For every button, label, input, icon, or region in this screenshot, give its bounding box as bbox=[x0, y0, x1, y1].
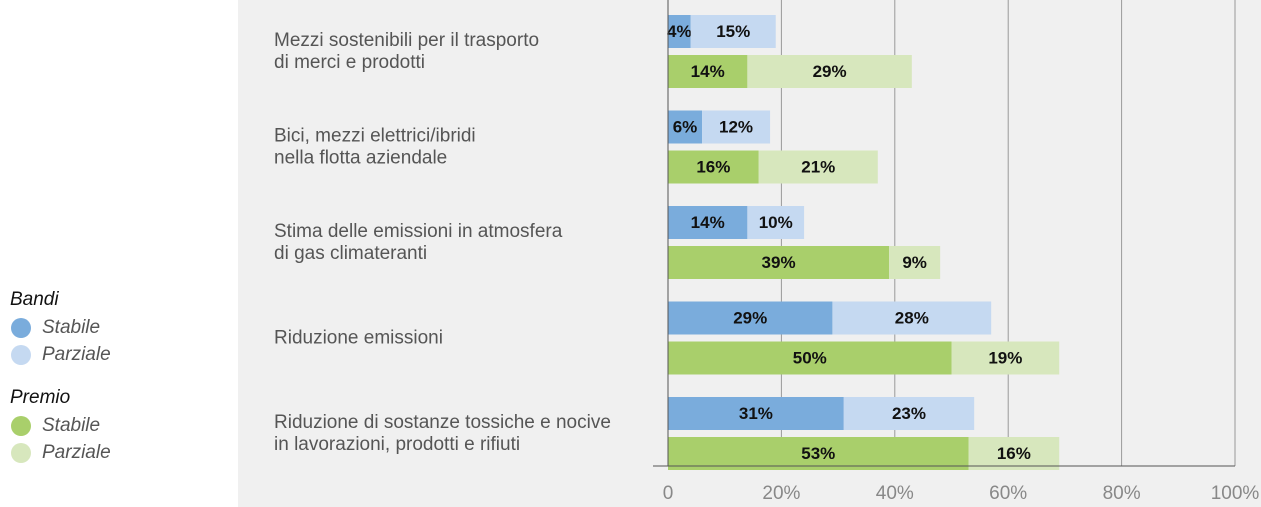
x-tick-label: 100% bbox=[1211, 483, 1260, 504]
bar bbox=[843, 397, 975, 430]
x-tick-label: 60% bbox=[989, 483, 1027, 504]
value-label: 14% bbox=[691, 62, 725, 81]
value-label: 21% bbox=[801, 157, 835, 176]
category-label: di gas climateranti bbox=[274, 243, 427, 264]
x-tick-label: 20% bbox=[762, 483, 800, 504]
category-label: in lavorazioni, prodotti e rifiuti bbox=[274, 434, 520, 455]
value-label: 6% bbox=[673, 117, 698, 136]
bar bbox=[702, 110, 771, 144]
value-label: 9% bbox=[902, 253, 927, 272]
value-label: 19% bbox=[988, 348, 1022, 367]
x-tick-label: 0 bbox=[663, 483, 674, 504]
bar bbox=[690, 15, 776, 48]
bar bbox=[668, 246, 890, 279]
value-label: 15% bbox=[716, 22, 750, 41]
bar bbox=[758, 150, 878, 184]
bar bbox=[668, 301, 833, 335]
value-label: 10% bbox=[759, 213, 793, 232]
legend-label: Stabile bbox=[42, 317, 100, 338]
legend-label: Parziale bbox=[42, 442, 111, 463]
bar bbox=[668, 206, 748, 239]
bar bbox=[747, 206, 805, 239]
value-label: 39% bbox=[762, 253, 796, 272]
bar bbox=[668, 15, 691, 48]
category-label: di merci e prodotti bbox=[274, 52, 425, 73]
bar bbox=[747, 55, 912, 88]
legend-group-title: Premio bbox=[10, 387, 70, 408]
bar bbox=[832, 301, 992, 335]
legend-swatch bbox=[11, 443, 31, 463]
bar bbox=[668, 437, 969, 470]
legend-label: Stabile bbox=[42, 415, 100, 436]
value-label: 16% bbox=[696, 157, 730, 176]
value-label: 29% bbox=[813, 62, 847, 81]
category-label: Bici, mezzi elettrici/ibridi bbox=[274, 126, 476, 147]
bar bbox=[889, 246, 941, 279]
value-label: 16% bbox=[997, 444, 1031, 463]
value-label: 29% bbox=[733, 308, 767, 327]
x-tick-label: 40% bbox=[876, 483, 914, 504]
bar bbox=[951, 341, 1060, 375]
category-label: Riduzione di sostanze tossiche e nocive bbox=[274, 412, 611, 433]
bar bbox=[668, 55, 748, 88]
category-label: Riduzione emissioni bbox=[274, 328, 443, 349]
category-label: Mezzi sostenibili per il trasporto bbox=[274, 30, 539, 51]
bar bbox=[668, 341, 952, 375]
value-label: 28% bbox=[895, 308, 929, 327]
value-label: 12% bbox=[719, 117, 753, 136]
value-label: 4% bbox=[667, 22, 692, 41]
legend-label: Parziale bbox=[42, 344, 111, 365]
category-label: nella flotta aziendale bbox=[274, 148, 447, 169]
category-label: Stima delle emissioni in atmosfera bbox=[274, 221, 563, 242]
value-label: 50% bbox=[793, 348, 827, 367]
value-label: 53% bbox=[801, 444, 835, 463]
value-label: 23% bbox=[892, 404, 926, 423]
bar bbox=[668, 150, 759, 184]
x-tick-label: 80% bbox=[1103, 483, 1141, 504]
bar bbox=[968, 437, 1060, 470]
bar bbox=[668, 110, 703, 144]
bar bbox=[668, 397, 844, 430]
value-label: 14% bbox=[691, 213, 725, 232]
legend-swatch bbox=[11, 416, 31, 436]
legend-swatch bbox=[11, 345, 31, 365]
legend-group-title: Bandi bbox=[10, 289, 59, 310]
legend-swatch bbox=[11, 318, 31, 338]
value-label: 31% bbox=[739, 404, 773, 423]
